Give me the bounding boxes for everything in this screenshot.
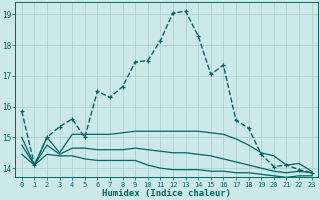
X-axis label: Humidex (Indice chaleur): Humidex (Indice chaleur) (102, 189, 231, 198)
